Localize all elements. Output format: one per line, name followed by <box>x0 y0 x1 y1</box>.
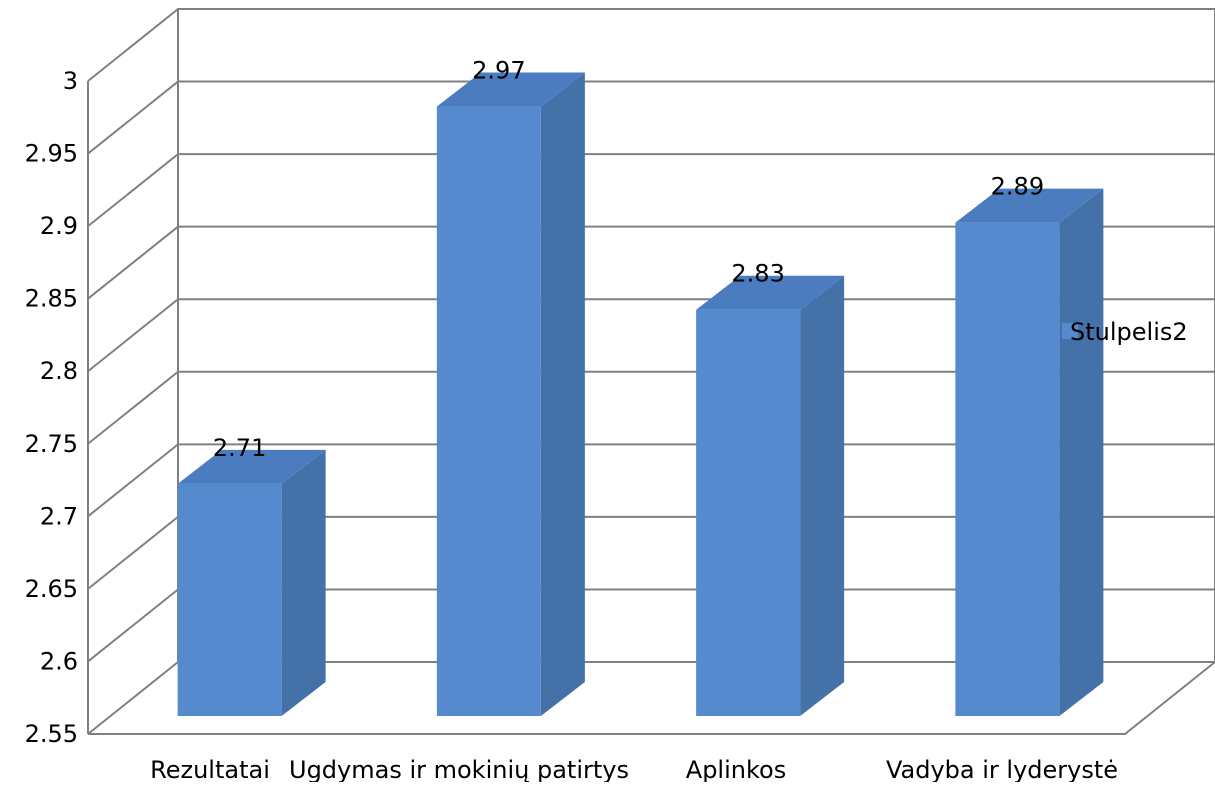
bar-top <box>436 72 585 107</box>
bars-group <box>177 72 1104 717</box>
legend-label: Stulpelis2 <box>1070 318 1188 346</box>
legend-swatch <box>1062 323 1078 339</box>
legend: Stulpelis2 <box>1062 318 1188 346</box>
bar-side <box>1059 188 1104 717</box>
y-tick-label: 2.65 <box>25 575 78 603</box>
y-tick-label: 2.7 <box>40 502 78 530</box>
bar-side <box>281 449 326 716</box>
x-category-label: Rezultatai <box>150 756 270 782</box>
gridline <box>87 80 1215 155</box>
y-tick-label: 2.9 <box>40 212 78 240</box>
x-category-label: Aplinkos <box>686 756 786 782</box>
y-tick-label: 2.55 <box>25 720 78 748</box>
bar-side <box>540 72 585 717</box>
bar-side <box>800 275 845 716</box>
y-tick-label: 3 <box>63 67 78 95</box>
y-tick-label: 2.75 <box>25 430 78 458</box>
x-category-label: Vadyba ir lyderystė <box>886 756 1118 782</box>
data-label: 2.89 <box>991 173 1044 201</box>
bar <box>177 483 282 716</box>
bar <box>696 309 801 716</box>
data-label: 2.71 <box>213 434 266 462</box>
y-tick-label: 2.95 <box>25 140 78 168</box>
data-label: 2.97 <box>472 57 525 85</box>
y-tick-label: 2.85 <box>25 285 78 313</box>
bar-top <box>696 275 845 310</box>
gridline <box>87 8 1215 82</box>
x-category-label: Ugdymas ir mokinių patirtys <box>289 756 629 782</box>
bar <box>955 222 1060 716</box>
y-tick-label: 2.6 <box>40 647 78 675</box>
bar-top <box>177 449 326 484</box>
y-tick-label: 2.8 <box>40 357 78 385</box>
floor-edge <box>88 661 1215 735</box>
data-label: 2.83 <box>731 260 784 288</box>
bar <box>436 106 541 717</box>
labels-group: 2.55 2.6 2.65 2.7 2.75 2.8 2.85 2.9 2.95 3 2.71 2.9… <box>25 57 1118 784</box>
bar-top <box>955 188 1104 223</box>
